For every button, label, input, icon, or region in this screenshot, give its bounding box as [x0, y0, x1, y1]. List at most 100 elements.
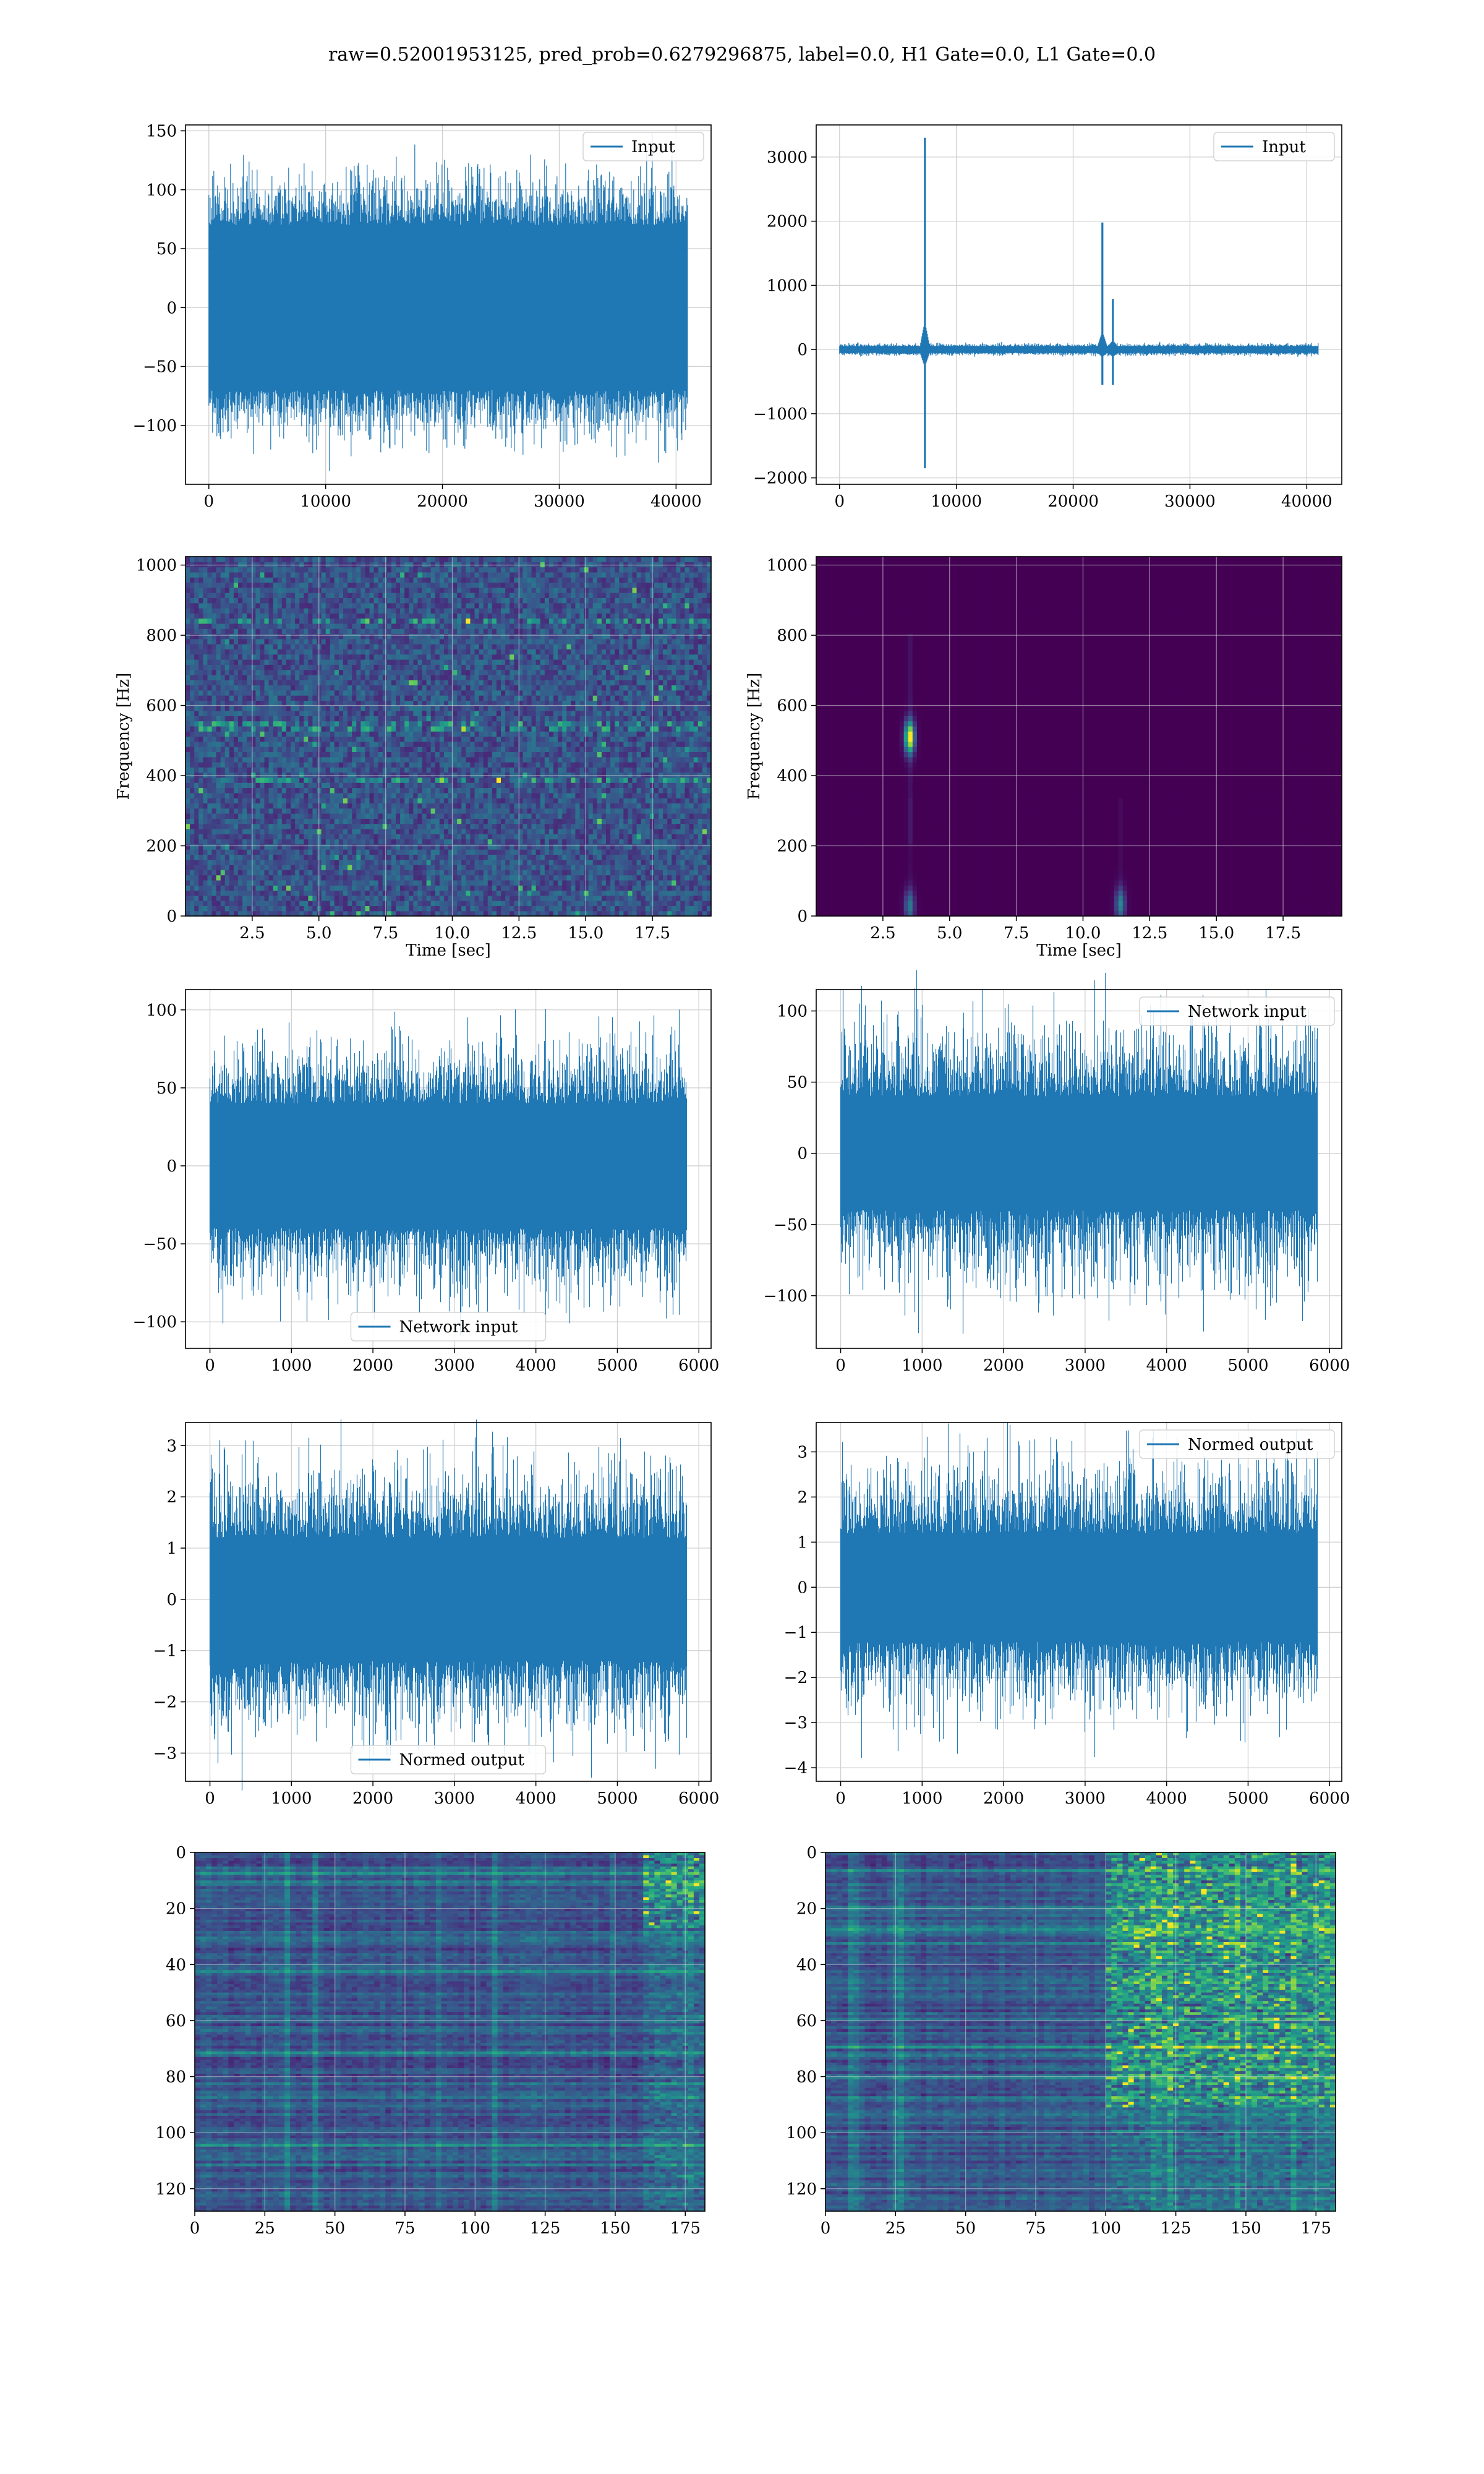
h1-spectrogram-heatmap-cell [383, 747, 388, 752]
h1-spectrogram-heatmap-cell [216, 782, 221, 788]
h1-spectrogram-heatmap-cell [628, 880, 633, 886]
h1-spectrogram-heatmap-cell [637, 844, 642, 850]
h1-spectrogram-heatmap-cell [335, 767, 339, 773]
h1-spectrogram-heatmap-cell [444, 896, 449, 901]
h1-spectrogram-heatmap-cell [562, 762, 567, 768]
h1-spectrogram-heatmap-cell [641, 813, 646, 819]
h1-spectrogram-heatmap-cell [378, 798, 383, 803]
h1-spectrogram-heatmap-cell [295, 773, 300, 778]
h1-spectrogram-heatmap-cell [522, 793, 527, 798]
h1-spectrogram-heatmap-cell [628, 891, 633, 896]
h1-spectrogram-heatmap-cell [536, 860, 541, 865]
h1-spectrogram-heatmap-cell [623, 813, 628, 819]
h1-spectrogram-heatmap-cell [628, 839, 633, 845]
h1-spectrogram-heatmap-cell [522, 762, 527, 768]
h1-spectrogram-heatmap-cell [260, 731, 265, 737]
h1-spectrogram-heatmap-cell [475, 875, 480, 881]
h1-spectrogram-heatmap-cell [676, 808, 681, 814]
h1-spectrogram-heatmap-cell [326, 782, 331, 788]
h1-spectrogram-heatmap-cell [571, 896, 576, 901]
h1-spectrogram-heatmap-cell [387, 737, 392, 742]
h1-spectrogram-heatmap-cell [461, 891, 466, 896]
h1-spectrogram-heatmap-cell [694, 788, 699, 794]
h1-spectrogram-heatmap-cell [623, 834, 628, 839]
h1-spectrogram-heatmap-cell [269, 737, 274, 742]
h1-spectrogram-heatmap-cell [562, 860, 567, 865]
h1-spectrogram-heatmap-cell [431, 726, 436, 732]
h1-spectrogram-heatmap-cell [422, 793, 427, 798]
h1-spectrogram-heatmap-cell [610, 782, 615, 788]
h1-spectrogram-heatmap-cell [694, 757, 699, 763]
h1-spectrogram-heatmap-cell [186, 762, 190, 768]
h1-spectrogram-heatmap-cell [453, 808, 458, 814]
h1-spectrogram-heatmap-cell [558, 798, 563, 803]
h1-spectrogram-heatmap-cell [593, 885, 598, 891]
h1-spectrogram-heatmap-cell [203, 865, 208, 870]
h1-spectrogram-heatmap-cell [335, 896, 339, 901]
h1-spectrogram-heatmap-cell [335, 793, 339, 798]
h1-spectrogram-heatmap-cell [194, 788, 199, 794]
h1-spectrogram-heatmap-cell [440, 767, 445, 773]
h1-spectrogram-heatmap-cell [584, 788, 589, 794]
h1-spectrogram-heatmap-cell [461, 834, 466, 839]
h1-spectrogram-heatmap-cell [330, 844, 335, 850]
h1-spectrogram-heatmap-cell [295, 834, 300, 839]
h1-spectrogram-heatmap-cell [339, 865, 344, 870]
h1-spectrogram-heatmap-cell [295, 829, 300, 834]
h1-spectrogram-heatmap-cell [374, 757, 379, 763]
h1-spectrogram-heatmap-cell [654, 860, 659, 865]
h1-spectrogram-heatmap-cell [282, 762, 287, 768]
h1-spectrogram-heatmap-cell [641, 844, 646, 850]
h1-spectrogram-heatmap-cell [400, 777, 405, 783]
h1-spectrogram-heatmap-cell [562, 834, 567, 839]
h1-spectrogram-heatmap-cell [453, 839, 458, 845]
h1-spectrogram-heatmap-cell [269, 726, 274, 732]
h1-spectrogram-heatmap-cell [299, 905, 304, 911]
h1-spectrogram-heatmap-cell [273, 751, 278, 757]
h1-spectrogram-heatmap-cell [553, 844, 558, 850]
h1-spectrogram-heatmap-cell [194, 891, 199, 896]
h1-spectrogram-heatmap-cell [702, 747, 707, 752]
h1-spectrogram-heatmap-cell [212, 844, 217, 850]
h1-spectrogram-heatmap-cell [540, 751, 545, 757]
h1-spectrogram-heatmap-cell [348, 875, 352, 881]
h1-spectrogram-heatmap-cell [299, 824, 304, 829]
h1-spectrogram-heatmap-cell [623, 803, 628, 808]
h1-spectrogram-heatmap-cell [322, 901, 326, 906]
h1-spectrogram-heatmap-cell [545, 885, 550, 891]
h1-spectrogram-heatmap-cell [212, 777, 217, 783]
h1-spectrogram-heatmap-cell [540, 860, 545, 865]
h1-spectrogram-heatmap-cell [186, 747, 190, 752]
h1-spectrogram-heatmap-cell [335, 824, 339, 829]
h1-spectrogram-heatmap-cell [571, 798, 576, 803]
h1-spectrogram-heatmap-cell [676, 854, 681, 860]
h1-spectrogram-heatmap-cell [597, 813, 602, 819]
h1-spectrogram-heatmap-cell [584, 773, 589, 778]
h1-spectrogram-heatmap-cell [291, 891, 296, 896]
h1-spectrogram-heatmap-cell [194, 824, 199, 829]
h1-spectrogram-heatmap-cell [475, 860, 480, 865]
h1-spectrogram-heatmap-cell [365, 896, 370, 901]
h1-spectrogram-heatmap-cell [615, 742, 620, 747]
h1-spectrogram-heatmap-cell [312, 839, 317, 845]
h1-spectrogram-heatmap-cell [190, 731, 195, 737]
h1-spectrogram-heatmap-cell [409, 793, 414, 798]
h1-spectrogram-heatmap-cell [628, 808, 633, 814]
h1-spectrogram-heatmap-cell [190, 742, 195, 747]
h1-spectrogram-heatmap-cell [641, 777, 646, 783]
h1-spectrogram-heatmap-cell [225, 726, 230, 732]
h1-spectrogram-heatmap-cell [672, 762, 676, 768]
h1-spectrogram-heatmap-cell [198, 849, 203, 855]
h1-spectrogram-heatmap-cell [470, 865, 475, 870]
h1-spectrogram-heatmap-cell [676, 798, 681, 803]
h1-spectrogram-heatmap-cell [387, 854, 392, 860]
h1-spectrogram-heatmap-cell [269, 839, 274, 845]
h1-spectrogram-heatmap-cell [229, 737, 234, 742]
h1-spectrogram-heatmap-cell [265, 829, 270, 834]
h1-spectrogram-heatmap-cell [255, 834, 260, 839]
h1-spectrogram-heatmap-cell [265, 737, 270, 742]
h1-spectrogram-heatmap-cell [589, 773, 594, 778]
h1-spectrogram-heatmap-cell [207, 813, 212, 819]
h1-spectrogram-heatmap-cell [606, 757, 611, 763]
h1-spectrogram-heatmap-cell [326, 849, 331, 855]
